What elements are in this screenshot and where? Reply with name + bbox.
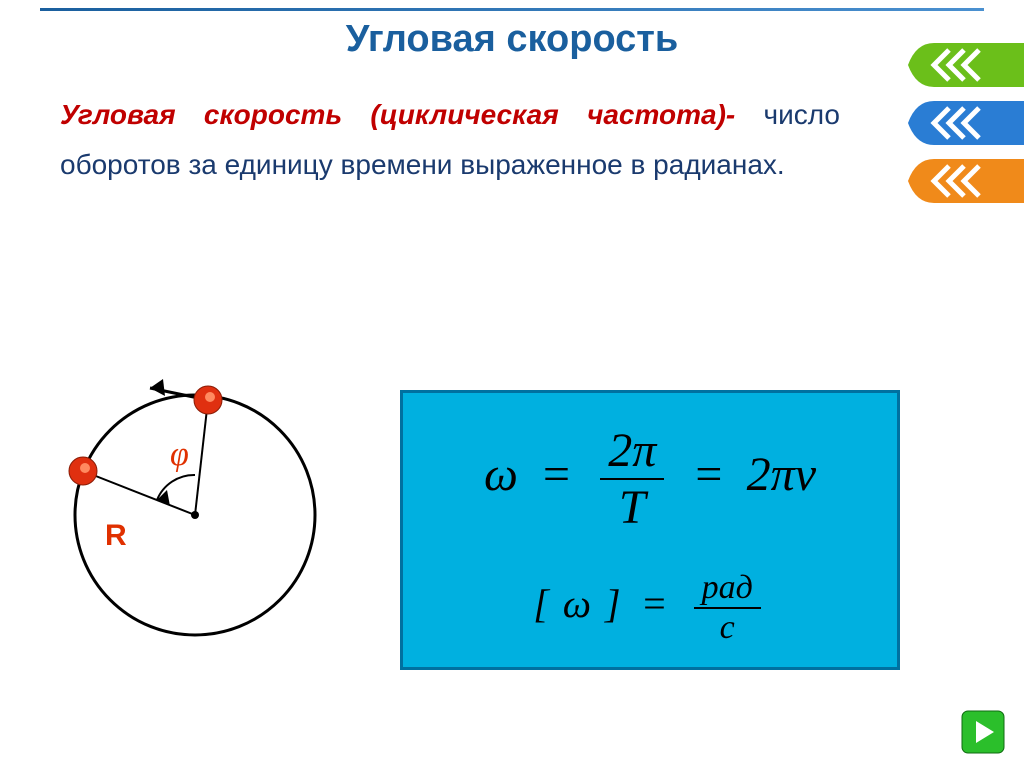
- equals-2: =: [692, 448, 724, 501]
- radius-label: R: [105, 519, 127, 552]
- nav-arrow-orange[interactable]: [904, 156, 1024, 206]
- top-divider: [40, 8, 984, 11]
- angular-velocity-formula: ω = 2π T = 2πν: [403, 423, 897, 535]
- circular-motion-diagram: φ R: [30, 330, 350, 650]
- omega-symbol-units: ω: [563, 581, 591, 626]
- equals-units: =: [641, 581, 668, 626]
- page-title: Угловая скорость: [0, 18, 1024, 61]
- nu-symbol: ν: [795, 448, 816, 501]
- units-numerator: рад: [694, 569, 761, 609]
- velocity-arrowhead: [150, 379, 165, 396]
- omega-symbol: ω: [484, 448, 518, 501]
- units-fraction: рад с: [694, 569, 761, 647]
- units-denominator: с: [694, 609, 761, 647]
- nav-arrow-green[interactable]: [904, 40, 1024, 90]
- next-slide-button[interactable]: [960, 709, 1006, 755]
- particle-left-highlight: [80, 463, 90, 473]
- definition-term: Угловая скорость (циклическая частота)-: [60, 99, 735, 130]
- bracket-open: [: [533, 581, 549, 626]
- nav-arrow-blue[interactable]: [904, 98, 1024, 148]
- angular-velocity-units: [ ω ] = рад с: [403, 569, 897, 647]
- two-pi-literal: 2π: [747, 448, 795, 501]
- particle-top-highlight: [205, 392, 215, 402]
- equals-1: =: [540, 448, 572, 501]
- angle-label: φ: [170, 436, 189, 473]
- definition-block: Угловая скорость (циклическая частота)- …: [60, 90, 840, 191]
- formula-box: ω = 2π T = 2πν [ ω ] = рад с: [400, 390, 900, 670]
- two-pi-nu: 2πν: [747, 448, 816, 501]
- frac-numerator: 2π: [600, 423, 664, 480]
- bracket-close: ]: [605, 581, 621, 626]
- radius-line-1: [195, 400, 208, 515]
- fraction-2pi-over-T: 2π T: [600, 423, 664, 535]
- frac-denominator: T: [600, 480, 664, 535]
